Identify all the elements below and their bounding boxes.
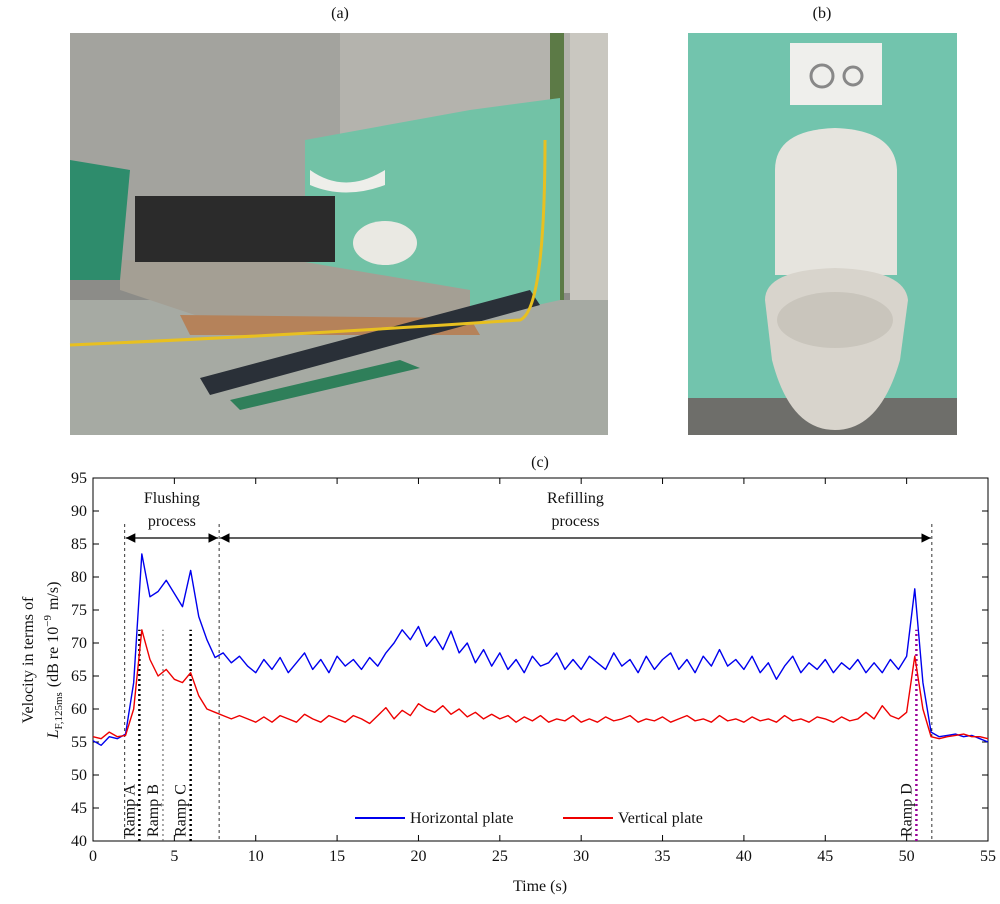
y-axis-unit: (dB re 10	[45, 627, 62, 687]
x-tick-label: 5	[170, 848, 178, 865]
x-tick-label: 50	[899, 848, 915, 865]
y-tick-label: 60	[71, 701, 87, 718]
x-tick-label: 30	[573, 848, 589, 865]
photo-b	[688, 33, 957, 435]
x-tick-label: 20	[410, 848, 426, 865]
phase-label: Refilling	[547, 490, 604, 507]
x-tick-label: 10	[248, 848, 264, 865]
y-axis-symbol: L	[45, 729, 62, 739]
y-tick-label: 65	[71, 668, 87, 685]
ramp-label: Ramp A	[121, 784, 138, 837]
y-axis-label: Velocity in terms of	[20, 596, 37, 723]
panel-label: (b)	[813, 5, 832, 22]
x-tick-label: 40	[736, 848, 752, 865]
y-tick-label: 80	[71, 569, 87, 586]
phase-label: process	[551, 513, 599, 530]
y-tick-label: 45	[71, 800, 87, 817]
x-tick-label: 35	[655, 848, 671, 865]
y-tick-label: 95	[71, 470, 87, 487]
y-axis-unit: m/s)	[45, 582, 62, 610]
legend-label: Vertical plate	[618, 810, 703, 827]
y-tick-label: 55	[71, 734, 87, 751]
panel-label: (a)	[331, 5, 349, 22]
x-tick-label: 0	[89, 848, 97, 865]
data-line	[92, 629, 989, 740]
phase-label: Flushing	[144, 490, 200, 507]
ramp-label: Ramp B	[145, 784, 162, 837]
x-tick-label: 25	[492, 848, 508, 865]
data-line	[92, 553, 989, 746]
ramp-label: Ramp D	[898, 783, 915, 837]
photo-a	[69, 33, 608, 435]
y-tick-label: 50	[71, 767, 87, 784]
y-axis-subscript: F,125ms	[53, 692, 65, 729]
ramp-label: Ramp C	[173, 784, 190, 837]
y-tick-label: 70	[71, 635, 87, 652]
y-tick-label: 40	[71, 833, 87, 850]
chart-title: (c)	[531, 454, 549, 471]
chart: (c) Time (s) Velocity in terms of LF,125…	[20, 454, 996, 895]
y-tick-label: 90	[71, 503, 87, 520]
legend-label: Horizontal plate	[410, 810, 514, 827]
x-tick-label: 55	[980, 848, 996, 865]
phase-label: process	[148, 513, 196, 530]
x-axis-label: Time (s)	[513, 878, 567, 895]
y-tick-label: 85	[71, 536, 87, 553]
x-tick-label: 15	[329, 848, 345, 865]
x-tick-label: 45	[817, 848, 833, 865]
y-axis-exponent: −9	[42, 615, 54, 627]
y-axis-label: LF,125ms (dB re 10−9 m/s)	[42, 582, 65, 740]
plot-frame	[92, 477, 989, 842]
y-tick-label: 75	[71, 602, 87, 619]
